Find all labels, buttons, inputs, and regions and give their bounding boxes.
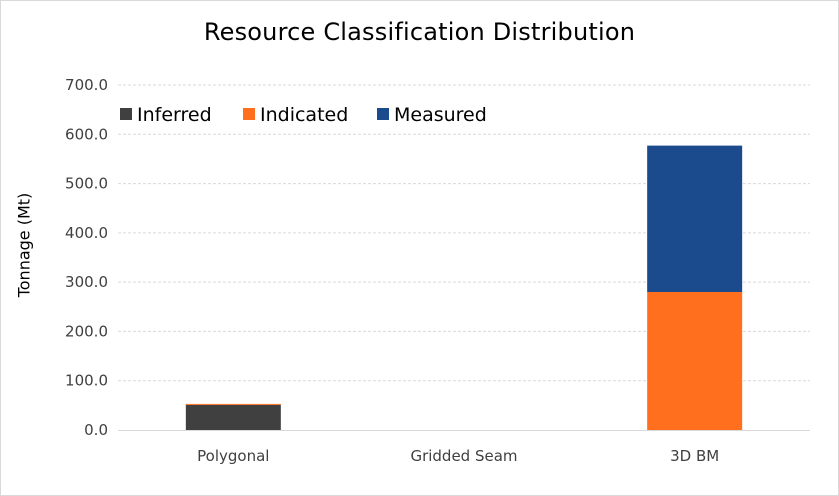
y-tick-label: 0.0 — [84, 421, 108, 439]
bars — [185, 145, 743, 430]
bar-measured — [647, 145, 743, 292]
y-tick-label: 200.0 — [65, 322, 108, 340]
legend: Inferred Indicated Measured — [120, 104, 487, 126]
y-tick-label: 300.0 — [65, 273, 108, 291]
y-tick-label: 500.0 — [65, 175, 108, 193]
y-tick-label: 100.0 — [65, 372, 108, 390]
legend-swatch-inferred — [120, 108, 132, 120]
y-tick-label: 700.0 — [65, 76, 108, 94]
y-tick-label: 600.0 — [65, 125, 108, 143]
legend-swatch-indicated — [243, 108, 255, 120]
legend-label: Inferred — [137, 104, 212, 126]
legend-label: Indicated — [260, 104, 348, 126]
x-tick-label: Gridded Seam — [410, 447, 517, 465]
bar-indicated — [185, 403, 281, 405]
x-tick-label: Polygonal — [197, 447, 269, 465]
legend-swatch-measured — [377, 108, 389, 120]
bar-inferred — [185, 404, 281, 430]
y-tick-labels: 0.0 100.0 200.0 300.0 400.0 500.0 600.0 700.0 — [65, 76, 108, 439]
x-tick-labels: Polygonal Gridded Seam 3D BM — [197, 447, 719, 465]
x-tick-label: 3D BM — [670, 447, 719, 465]
legend-label: Measured — [394, 104, 487, 126]
bar-indicated — [647, 292, 743, 430]
y-tick-label: 400.0 — [65, 224, 108, 242]
chart-title: Resource Classification Distribution — [203, 18, 636, 46]
